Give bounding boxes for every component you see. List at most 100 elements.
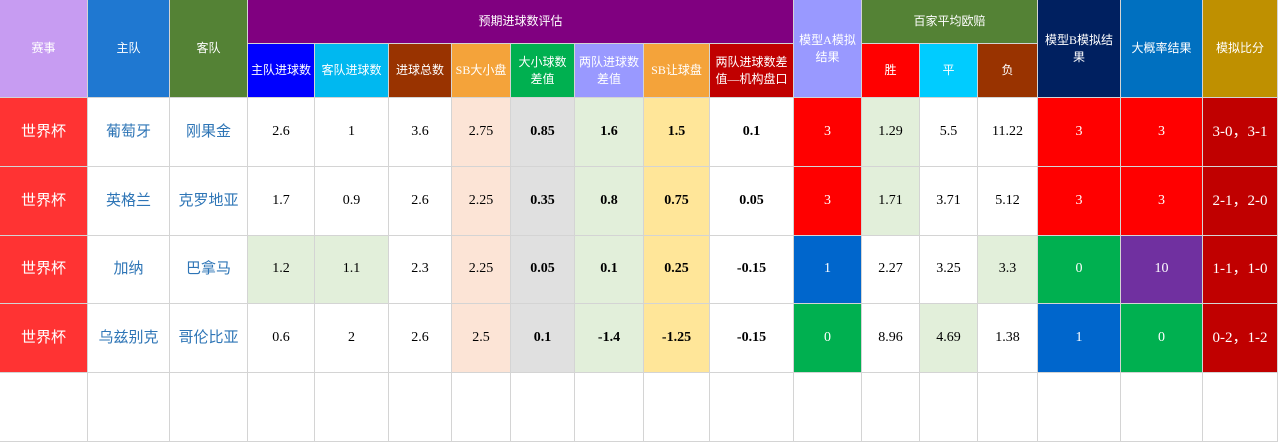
table-cell: 1.7 xyxy=(248,167,315,236)
table-cell: 乌兹别克 xyxy=(88,304,170,373)
group-header: 预期进球数评估 xyxy=(248,0,794,44)
table-cell: 克罗地亚 xyxy=(170,167,248,236)
table-cell: 0.05 xyxy=(511,236,575,304)
table-cell: 2.27 xyxy=(862,236,920,304)
table-cell: 世界杯 xyxy=(0,167,88,236)
table-cell: 0.1 xyxy=(575,236,644,304)
header-cell: 胜 xyxy=(862,44,920,98)
table-cell: 3.71 xyxy=(920,167,978,236)
table-cell: 1.2 xyxy=(248,236,315,304)
header-cell: 平 xyxy=(920,44,978,98)
table-cell: 2.6 xyxy=(389,167,452,236)
table-cell: 0 xyxy=(1038,236,1121,304)
table-cell: 0-2，1-2 xyxy=(1203,304,1278,373)
header-cell: 大概率结果 xyxy=(1121,0,1203,98)
table-cell: 0.6 xyxy=(248,304,315,373)
table-cell: 0.25 xyxy=(644,236,710,304)
header-cell: SB大小盘 xyxy=(452,44,511,98)
header-cell: 模型B模拟结果 xyxy=(1038,0,1121,98)
empty-cell xyxy=(920,373,978,442)
table-cell: 0.85 xyxy=(511,98,575,167)
table-cell: 3 xyxy=(794,167,862,236)
empty-cell xyxy=(0,373,88,442)
header-cell: 客队进球数 xyxy=(315,44,389,98)
empty-cell xyxy=(170,373,248,442)
empty-cell xyxy=(978,373,1038,442)
table-cell: 5.5 xyxy=(920,98,978,167)
table-cell: 3.6 xyxy=(389,98,452,167)
header-cell: 模拟比分 xyxy=(1203,0,1278,98)
table-cell: 3 xyxy=(1121,167,1203,236)
table-cell: 0.8 xyxy=(575,167,644,236)
empty-cell xyxy=(315,373,389,442)
table-cell: 2 xyxy=(315,304,389,373)
empty-cell xyxy=(862,373,920,442)
table-cell: 2.6 xyxy=(389,304,452,373)
table-cell: 1.38 xyxy=(978,304,1038,373)
table-cell: 3 xyxy=(794,98,862,167)
table-cell: 哥伦比亚 xyxy=(170,304,248,373)
table-cell: 2.5 xyxy=(452,304,511,373)
table-cell: 1-1，1-0 xyxy=(1203,236,1278,304)
table-cell: 3.25 xyxy=(920,236,978,304)
table-cell: 葡萄牙 xyxy=(88,98,170,167)
table-cell: 8.96 xyxy=(862,304,920,373)
table-cell: 刚果金 xyxy=(170,98,248,167)
header-cell: 两队进球数差值—机构盘口 xyxy=(710,44,794,98)
table-cell: 2.75 xyxy=(452,98,511,167)
table-cell: -1.25 xyxy=(644,304,710,373)
table-cell: 3.3 xyxy=(978,236,1038,304)
table-cell: 4.69 xyxy=(920,304,978,373)
table-cell: -0.15 xyxy=(710,304,794,373)
table-cell: 1.5 xyxy=(644,98,710,167)
table-cell: 英格兰 xyxy=(88,167,170,236)
header-cell: SB让球盘 xyxy=(644,44,710,98)
table-cell: 世界杯 xyxy=(0,236,88,304)
table-cell: 0.1 xyxy=(511,304,575,373)
table-cell: 0 xyxy=(1121,304,1203,373)
header-cell: 两队进球数差值 xyxy=(575,44,644,98)
table-cell: 10 xyxy=(1121,236,1203,304)
empty-cell xyxy=(710,373,794,442)
header-cell: 负 xyxy=(978,44,1038,98)
table-cell: 2.6 xyxy=(248,98,315,167)
empty-cell xyxy=(1203,373,1278,442)
table-cell: 1 xyxy=(794,236,862,304)
table-cell: -0.15 xyxy=(710,236,794,304)
table-cell: 1 xyxy=(315,98,389,167)
table-cell: 2.3 xyxy=(389,236,452,304)
table-cell: 0.9 xyxy=(315,167,389,236)
table-cell: 0 xyxy=(794,304,862,373)
empty-cell xyxy=(248,373,315,442)
table-cell: 0.35 xyxy=(511,167,575,236)
header-cell: 主队进球数 xyxy=(248,44,315,98)
table-cell: 世界杯 xyxy=(0,98,88,167)
table-cell: 2-1，2-0 xyxy=(1203,167,1278,236)
empty-cell xyxy=(1038,373,1121,442)
header-cell: 主队 xyxy=(88,0,170,98)
table-cell: 3 xyxy=(1121,98,1203,167)
table-cell: 0.75 xyxy=(644,167,710,236)
header-cell: 大小球数差值 xyxy=(511,44,575,98)
table-cell: 3-0，3-1 xyxy=(1203,98,1278,167)
table-cell: 1.29 xyxy=(862,98,920,167)
table-cell: 1.71 xyxy=(862,167,920,236)
table-cell: 3 xyxy=(1038,98,1121,167)
table-cell: 加纳 xyxy=(88,236,170,304)
table-cell: 3 xyxy=(1038,167,1121,236)
group-header: 百家平均欧赔 xyxy=(862,0,1038,44)
table-cell: -1.4 xyxy=(575,304,644,373)
empty-cell xyxy=(794,373,862,442)
table-cell: 世界杯 xyxy=(0,304,88,373)
header-cell: 赛事 xyxy=(0,0,88,98)
header-cell: 客队 xyxy=(170,0,248,98)
empty-cell xyxy=(452,373,511,442)
header-cell: 模型A模拟结果 xyxy=(794,0,862,98)
header-cell: 进球总数 xyxy=(389,44,452,98)
table-cell: 巴拿马 xyxy=(170,236,248,304)
table-cell: 2.25 xyxy=(452,167,511,236)
empty-cell xyxy=(511,373,575,442)
empty-cell xyxy=(1121,373,1203,442)
table-cell: 1.1 xyxy=(315,236,389,304)
